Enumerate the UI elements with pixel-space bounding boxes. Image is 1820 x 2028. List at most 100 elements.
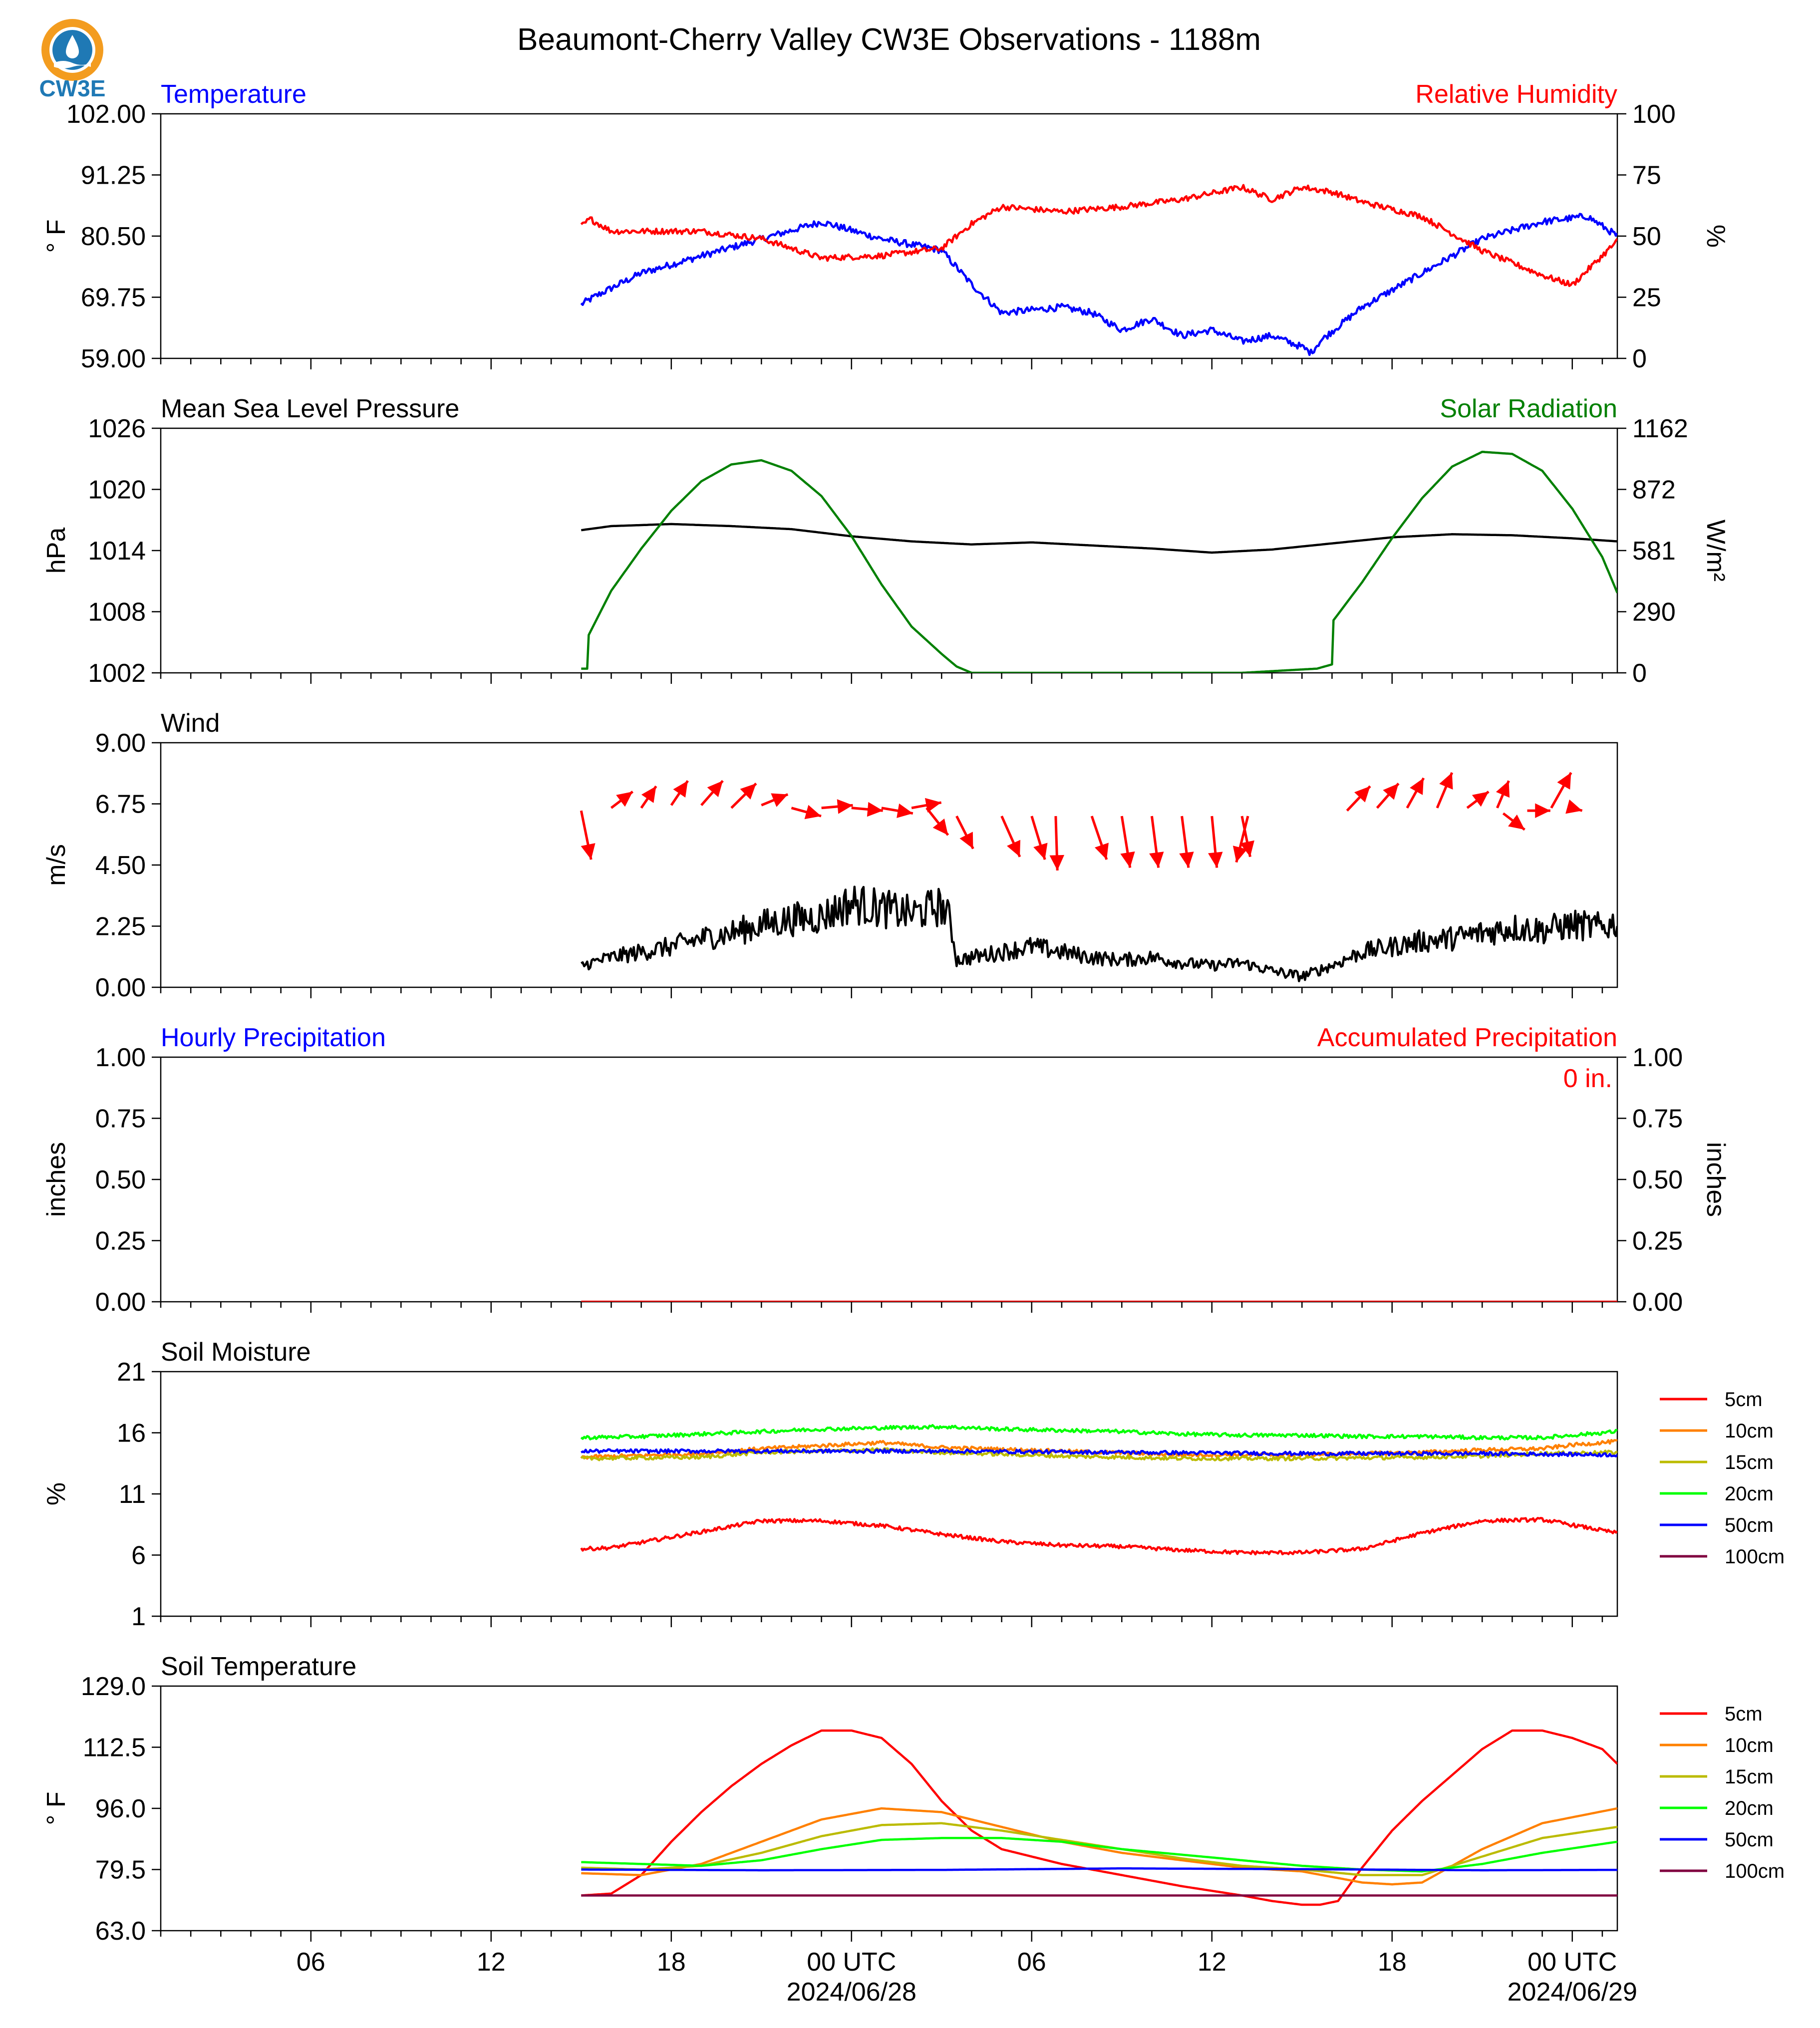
panel-frame (160, 427, 1618, 674)
wind-arrow-head (1033, 843, 1048, 860)
series-line-wind-speed (581, 885, 1617, 982)
y-tick-label: 79.5 (95, 1856, 146, 1885)
y-tick-label: 0.00 (95, 1288, 146, 1317)
y-axis-label-right: W/m² (1701, 520, 1730, 581)
y-tick-label-right: 25 (1632, 284, 1661, 312)
y-tick-label: 21 (117, 1358, 146, 1387)
x-tick-label: 00 UTC (807, 1948, 896, 1977)
y-tick-label: 6.75 (95, 790, 146, 819)
y-tick-label-right: 0.50 (1632, 1165, 1683, 1194)
y-tick-label-right: 100 (1632, 100, 1676, 129)
y-axis-label: hPa (42, 528, 71, 574)
panel-wind: Wind 0.00 2.25 4.50 6.75 9.00 m/s (42, 709, 1618, 1002)
figure-title: Beaumont-Cherry Valley CW3E Observations… (517, 22, 1261, 57)
y-tick-label: 129.0 (81, 1672, 146, 1701)
legend-label: 10cm (1725, 1735, 1774, 1756)
panel-title-left: Temperature (161, 80, 306, 109)
y-tick-label: 112.5 (83, 1734, 146, 1762)
legend-label: 50cm (1725, 1829, 1774, 1851)
panel-temp: Temperature Relative Humidity 59.00 69.75 80… (42, 80, 1730, 373)
y-axis-label: inches (42, 1142, 71, 1217)
y-tick-label: 80.50 (81, 222, 146, 251)
panel-frame (160, 1371, 1618, 1617)
cw3e-logo-icon (35, 15, 110, 105)
wind-arrow-head (1208, 852, 1223, 868)
y-axis-label: % (42, 1482, 71, 1505)
wind-arrow-head (1354, 786, 1370, 803)
y-axis-label-right: % (1701, 225, 1730, 248)
legend-label: 100cm (1725, 1860, 1785, 1882)
y-tick-label: 9.00 (95, 729, 146, 758)
wind-arrow-head (707, 781, 723, 797)
legend: 5cm 10cm 15cm 20cm 50cm 100cm (1660, 1703, 1785, 1882)
y-tick-label: 1020 (88, 476, 146, 505)
x-tick-label: 18 (1378, 1948, 1407, 1977)
wind-arrow-head (1557, 772, 1571, 790)
wind-arrow-head (616, 792, 633, 807)
wind-arrow-head (804, 805, 822, 820)
series-line-solar-radiation (581, 450, 1617, 673)
logo-text: CW3E (39, 75, 106, 101)
y-tick-label: 102.00 (66, 100, 146, 129)
series-line-mean-sea-level-pressure (581, 523, 1617, 554)
legend-label: 20cm (1725, 1797, 1774, 1819)
legend-label: 5cm (1725, 1703, 1763, 1725)
y-tick-label: 0.75 (95, 1105, 146, 1134)
y-tick-label-right: 872 (1632, 476, 1676, 505)
y-tick-label: 0.50 (95, 1165, 146, 1194)
wind-arrow-head (1535, 803, 1550, 818)
y-tick-label: 1014 (88, 537, 146, 566)
series-line-5cm (581, 1729, 1617, 1906)
wind-arrow-head (673, 781, 688, 798)
x-tick-label: 12 (1198, 1948, 1226, 1977)
panel-title-right: Solar Radiation (1440, 394, 1617, 423)
y-tick-label: 6 (131, 1541, 146, 1570)
wind-arrow-head (1410, 778, 1424, 795)
y-tick-label-right: 0.00 (1632, 1288, 1683, 1317)
precip-total-label: 0 in. (1563, 1064, 1612, 1093)
wind-arrow-head (837, 799, 853, 814)
series-group (581, 1729, 1617, 1906)
y-tick-label-right: 0 (1632, 344, 1647, 373)
panel-title-left: Wind (161, 709, 220, 738)
wind-arrow-head (1232, 846, 1247, 863)
series-line-5cm (580, 1516, 1617, 1556)
y-tick-label: 63.0 (95, 1917, 146, 1946)
y-tick-label: 91.25 (81, 161, 146, 190)
wind-arrow-head (932, 818, 948, 836)
y-axis-label: ° F (42, 1791, 71, 1825)
y-tick-label-right: 75 (1632, 161, 1661, 190)
y-tick-label-right: 1.00 (1632, 1043, 1683, 1072)
wind-arrow-head (740, 783, 756, 800)
panel-title-left: Mean Sea Level Pressure (161, 394, 459, 423)
y-tick-label: 1008 (88, 598, 146, 627)
y-tick-label: 1.00 (95, 1043, 146, 1072)
legend-label: 50cm (1725, 1514, 1774, 1536)
wind-arrow-head (897, 803, 913, 818)
panel-title-left: Soil Temperature (161, 1652, 356, 1681)
y-tick-label: 69.75 (81, 284, 146, 312)
y-tick-label-right: 1162 (1632, 414, 1688, 443)
legend-label: 15cm (1725, 1451, 1774, 1473)
wind-arrow-head (1472, 792, 1489, 807)
y-axis-label-right: inches (1701, 1142, 1730, 1217)
series-group (580, 184, 1617, 356)
x-tick-label: 06 (1017, 1948, 1046, 1977)
y-tick-label-right: 0 (1632, 659, 1647, 688)
wind-arrow-head (1179, 852, 1194, 868)
legend-label: 5cm (1725, 1389, 1763, 1411)
cw3e-logo-graphic (41, 19, 103, 81)
wind-arrow-head (1565, 799, 1582, 814)
series-group (580, 1424, 1617, 1556)
panel-frame (160, 742, 1618, 988)
x-tick-label: 12 (477, 1948, 506, 1977)
panel-precip: Hourly Precipitation Accumulated Precipit… (42, 1023, 1730, 1317)
legend-label: 15cm (1725, 1766, 1774, 1788)
panel-title-right: Relative Humidity (1415, 80, 1617, 109)
series-group (581, 885, 1617, 982)
wind-arrow-head (959, 832, 973, 849)
x-tick-date-label: 2024/06/28 (787, 1978, 916, 2007)
wind-arrows (580, 772, 1583, 870)
